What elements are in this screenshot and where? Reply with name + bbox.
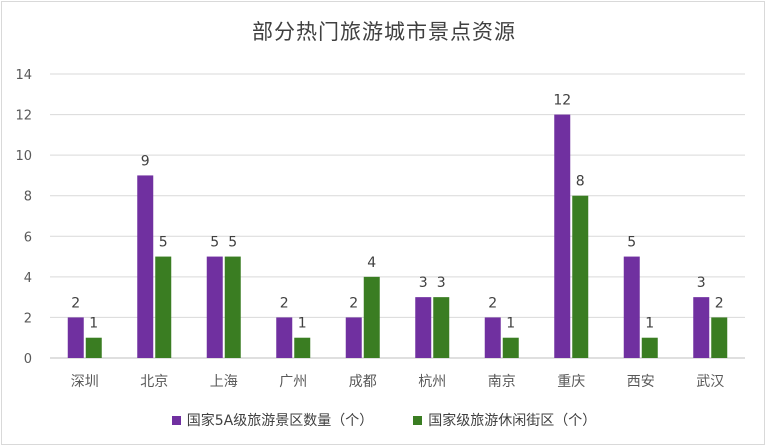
data-label: 1 (89, 316, 98, 332)
bar-leisure (363, 276, 380, 358)
x-tick-label: 成都 (349, 374, 377, 390)
x-tick-label: 西安 (627, 374, 655, 390)
y-tick-label: 8 (24, 190, 32, 205)
bar-5a (345, 317, 362, 358)
data-label: 3 (697, 275, 706, 291)
data-label: 3 (419, 275, 428, 291)
y-tick-label: 6 (24, 230, 32, 245)
bar-leisure (155, 256, 172, 358)
data-label: 9 (141, 153, 150, 169)
bar-5a (137, 175, 154, 358)
y-tick-label: 2 (24, 311, 32, 326)
y-tick-label: 12 (15, 109, 32, 124)
y-tick-label: 4 (24, 271, 32, 286)
x-tick-label: 深圳 (71, 374, 99, 390)
data-label: 5 (228, 235, 237, 251)
data-label: 2 (488, 295, 497, 311)
legend-item-5a: 国家5A级旅游景区数量（个） (171, 410, 374, 430)
legend-swatch-5a (171, 415, 181, 425)
y-tick-label: 0 (24, 352, 32, 367)
data-label: 5 (627, 235, 636, 251)
bar-5a (554, 114, 571, 358)
bar-5a (484, 317, 501, 358)
legend: 国家5A级旅游景区数量（个） 国家级旅游休闲街区（个） (0, 410, 768, 430)
data-label: 5 (210, 235, 219, 251)
x-tick-label: 北京 (140, 374, 168, 390)
bar-5a (206, 256, 223, 358)
y-tick-label: 10 (15, 149, 32, 164)
bar-leisure (641, 337, 658, 358)
x-tick-label: 重庆 (557, 374, 585, 390)
bar-5a (276, 317, 293, 358)
data-label: 3 (437, 275, 446, 291)
data-label: 12 (553, 93, 571, 109)
legend-item-leisure: 国家级旅游休闲街区（个） (413, 410, 596, 430)
bar-leisure (433, 297, 450, 358)
y-tick-label: 14 (15, 68, 32, 83)
data-label: 1 (298, 316, 307, 332)
data-label: 2 (71, 295, 80, 311)
x-tick-label: 杭州 (418, 374, 446, 390)
bar-leisure (572, 195, 589, 358)
bar-leisure (711, 317, 728, 358)
data-label: 2 (349, 295, 358, 311)
data-label: 1 (506, 316, 515, 332)
data-label: 2 (715, 295, 724, 311)
chart-title: 部分热门旅游城市景点资源 (252, 20, 516, 44)
data-label: 2 (280, 295, 289, 311)
x-tick-label: 武汉 (696, 374, 724, 390)
bar-5a (415, 297, 432, 358)
x-tick-label: 广州 (279, 374, 307, 390)
x-tick-label: 上海 (210, 374, 238, 390)
bar-leisure (502, 337, 519, 358)
bar-5a (693, 297, 710, 358)
bar-5a (67, 317, 84, 358)
data-label: 1 (645, 316, 654, 332)
legend-label-leisure: 国家级旅游休闲街区（个） (428, 413, 597, 429)
bar-5a (623, 256, 640, 358)
bar-leisure (85, 337, 102, 358)
bar-leisure (224, 256, 241, 358)
data-label: 4 (367, 255, 376, 271)
data-label: 5 (159, 235, 168, 251)
legend-label-5a: 国家5A级旅游景区数量（个） (186, 413, 374, 429)
legend-swatch-leisure (413, 415, 423, 425)
data-label: 8 (576, 174, 585, 190)
bar-leisure (294, 337, 311, 358)
x-tick-label: 南京 (488, 374, 516, 390)
